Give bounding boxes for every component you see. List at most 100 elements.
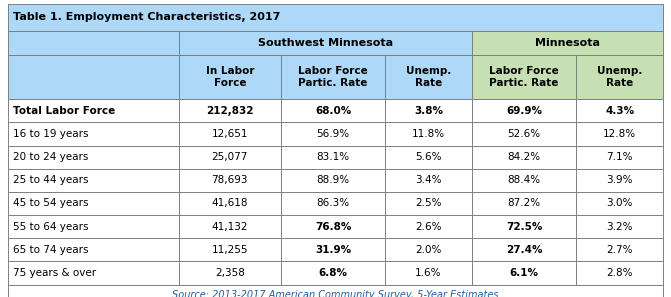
Text: Minnesota: Minnesota (535, 38, 600, 48)
Bar (576, 238, 663, 261)
Bar (8, 238, 178, 261)
Text: Southwest Minnesota: Southwest Minnesota (258, 38, 393, 48)
Bar (178, 146, 281, 169)
Text: 27.4%: 27.4% (506, 245, 542, 255)
Bar (8, 4, 663, 31)
Bar (281, 215, 385, 238)
Bar (8, 31, 178, 55)
Text: 4.3%: 4.3% (605, 106, 634, 116)
Bar (385, 146, 472, 169)
Bar (8, 192, 178, 215)
Bar (281, 261, 385, 285)
Text: 45 to 54 years: 45 to 54 years (13, 198, 89, 208)
Bar (385, 238, 472, 261)
Bar (385, 169, 472, 192)
Text: 2,358: 2,358 (215, 268, 245, 278)
Text: 76.8%: 76.8% (315, 222, 351, 232)
Text: 20 to 24 years: 20 to 24 years (13, 152, 89, 162)
Bar (576, 122, 663, 146)
Bar (576, 215, 663, 238)
Text: 2.7%: 2.7% (607, 245, 633, 255)
Bar (472, 146, 576, 169)
Text: 55 to 64 years: 55 to 64 years (13, 222, 89, 232)
Bar (281, 146, 385, 169)
Bar (576, 99, 663, 122)
Bar (385, 215, 472, 238)
Bar (472, 169, 576, 192)
Text: 3.0%: 3.0% (607, 198, 633, 208)
Bar (472, 122, 576, 146)
Text: 12,651: 12,651 (211, 129, 248, 139)
Bar (8, 122, 178, 146)
Bar (8, 261, 178, 285)
Text: In Labor
Force: In Labor Force (205, 67, 254, 88)
Bar (281, 192, 385, 215)
Bar (576, 192, 663, 215)
Text: 78,693: 78,693 (211, 175, 248, 185)
Text: 84.2%: 84.2% (507, 152, 541, 162)
Text: 83.1%: 83.1% (317, 152, 350, 162)
Bar (472, 55, 576, 99)
Bar (8, 146, 178, 169)
Bar (178, 31, 472, 55)
Bar (178, 55, 281, 99)
Bar (178, 261, 281, 285)
Text: 2.8%: 2.8% (607, 268, 633, 278)
Bar (472, 215, 576, 238)
Bar (178, 238, 281, 261)
Text: 3.4%: 3.4% (415, 175, 442, 185)
Text: 87.2%: 87.2% (507, 198, 541, 208)
Text: 6.8%: 6.8% (319, 268, 348, 278)
Bar (178, 215, 281, 238)
Bar (8, 169, 178, 192)
Bar (178, 192, 281, 215)
Text: 2.5%: 2.5% (415, 198, 442, 208)
Text: 56.9%: 56.9% (317, 129, 350, 139)
Bar (472, 99, 576, 122)
Bar (8, 55, 178, 99)
Text: 52.6%: 52.6% (507, 129, 541, 139)
Text: 12.8%: 12.8% (603, 129, 636, 139)
Text: 11.8%: 11.8% (412, 129, 445, 139)
Text: 41,618: 41,618 (211, 198, 248, 208)
Text: Unemp.
Rate: Unemp. Rate (406, 67, 451, 88)
Text: 1.6%: 1.6% (415, 268, 442, 278)
Bar (178, 99, 281, 122)
Bar (385, 192, 472, 215)
Bar (576, 169, 663, 192)
Text: 88.4%: 88.4% (507, 175, 541, 185)
Text: Total Labor Force: Total Labor Force (13, 106, 115, 116)
Text: 3.2%: 3.2% (607, 222, 633, 232)
Text: 3.9%: 3.9% (607, 175, 633, 185)
Bar (281, 238, 385, 261)
Text: 88.9%: 88.9% (317, 175, 350, 185)
Bar (472, 261, 576, 285)
Bar (281, 122, 385, 146)
Text: Source: 2013-2017 American Community Survey, 5-Year Estimates: Source: 2013-2017 American Community Sur… (172, 290, 499, 297)
Bar (178, 169, 281, 192)
Text: Unemp.
Rate: Unemp. Rate (597, 67, 642, 88)
Bar (178, 122, 281, 146)
Bar (472, 192, 576, 215)
Text: 75 years & over: 75 years & over (13, 268, 97, 278)
Bar (385, 122, 472, 146)
Text: 16 to 19 years: 16 to 19 years (13, 129, 89, 139)
Bar (576, 261, 663, 285)
Bar (8, 99, 178, 122)
Bar (281, 99, 385, 122)
Text: 25,077: 25,077 (211, 152, 248, 162)
Bar (281, 169, 385, 192)
Text: 31.9%: 31.9% (315, 245, 351, 255)
Text: 65 to 74 years: 65 to 74 years (13, 245, 89, 255)
Bar (385, 99, 472, 122)
Text: 2.0%: 2.0% (415, 245, 442, 255)
Text: 72.5%: 72.5% (506, 222, 542, 232)
Text: 41,132: 41,132 (211, 222, 248, 232)
Bar (385, 55, 472, 99)
Text: 7.1%: 7.1% (607, 152, 633, 162)
Bar (576, 55, 663, 99)
Text: 86.3%: 86.3% (317, 198, 350, 208)
Bar (576, 146, 663, 169)
Text: 3.8%: 3.8% (414, 106, 443, 116)
Text: Labor Force
Partic. Rate: Labor Force Partic. Rate (489, 67, 559, 88)
